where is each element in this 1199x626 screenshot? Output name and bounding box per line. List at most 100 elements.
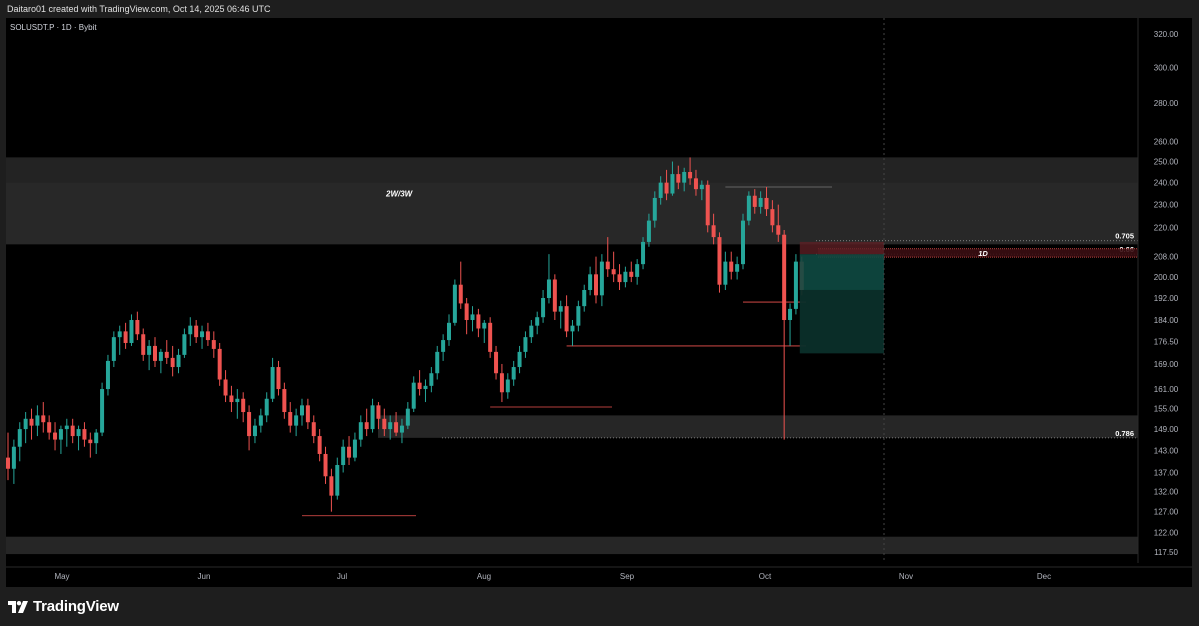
candle-body-128 xyxy=(758,197,763,207)
candle-body-125 xyxy=(741,220,745,265)
candle-body-15 xyxy=(94,432,99,444)
candle-body-7 xyxy=(47,422,52,433)
candle-body-130 xyxy=(770,209,775,226)
price-tick-label: 192.00 xyxy=(1154,294,1179,303)
candle-body-91 xyxy=(541,298,546,318)
candle-body-33 xyxy=(200,331,205,338)
candle-body-92 xyxy=(546,279,551,299)
candle-body-132 xyxy=(782,234,787,321)
candle-body-94 xyxy=(558,306,563,312)
price-tick-label: 137.00 xyxy=(1154,468,1179,477)
tradingview-logo[interactable]: TradingView xyxy=(8,598,119,615)
candle-body-95 xyxy=(564,306,569,332)
position-target-zone xyxy=(799,254,884,290)
zones-layer: 2W/3W xyxy=(6,157,1138,555)
candle-body-105 xyxy=(623,271,628,283)
candle-body-76 xyxy=(452,284,457,323)
candle-body-31 xyxy=(188,325,193,335)
price-tick-label: 149.00 xyxy=(1154,425,1179,434)
candle-body-42 xyxy=(252,425,257,437)
zone-2 xyxy=(6,536,1138,555)
candle-body-5 xyxy=(35,415,40,426)
candle-body-120 xyxy=(711,225,716,238)
candle-body-84 xyxy=(499,373,504,393)
candle-body-113 xyxy=(670,174,675,194)
time-tick-label-sep: Sep xyxy=(620,572,635,581)
candle-body-6 xyxy=(41,415,46,423)
price-tick-label: 280.00 xyxy=(1154,99,1179,108)
candle-body-87 xyxy=(517,351,522,368)
candle-body-34 xyxy=(205,331,210,341)
candle-body-85 xyxy=(505,379,510,393)
candle-body-22 xyxy=(135,320,140,335)
candle-body-121 xyxy=(717,237,722,285)
candle-body-97 xyxy=(576,306,581,326)
price-tick-label: 117.50 xyxy=(1154,548,1178,557)
candle-body-65 xyxy=(388,422,393,430)
time-tick-label-oct: Oct xyxy=(759,572,772,581)
candle-body-90 xyxy=(535,317,540,326)
time-tick-label-may: May xyxy=(54,572,69,581)
price-tick-label: 320.00 xyxy=(1154,30,1179,39)
candle-body-131 xyxy=(776,225,781,235)
candle-body-124 xyxy=(735,264,740,272)
candle-body-112 xyxy=(664,182,669,194)
candle-body-14 xyxy=(88,439,93,444)
candle-body-93 xyxy=(552,279,557,312)
candle-body-133 xyxy=(788,308,793,321)
candle-body-39 xyxy=(235,398,240,403)
zone-label: 2W/3W xyxy=(385,190,414,199)
candle-body-114 xyxy=(676,174,681,183)
price-tick-label: 143.00 xyxy=(1154,446,1179,455)
time-tick-label-aug: Aug xyxy=(477,572,491,581)
candle-body-75 xyxy=(447,322,451,341)
candle-body-24 xyxy=(147,345,152,355)
price-tick-label: 122.00 xyxy=(1154,528,1179,537)
candle-body-8 xyxy=(53,432,58,440)
price-tick-label: 230.00 xyxy=(1154,201,1179,210)
candle-body-10 xyxy=(64,425,69,430)
candle-body-99 xyxy=(588,274,593,290)
candle-body-58 xyxy=(347,446,352,458)
price-tick-label: 260.00 xyxy=(1154,137,1179,146)
candle-body-26 xyxy=(158,351,163,361)
candle-body-1 xyxy=(11,446,16,469)
candle-body-96 xyxy=(570,325,575,332)
candle-body-57 xyxy=(341,446,346,466)
candle-body-28 xyxy=(170,357,175,368)
position-stop-zone xyxy=(799,289,884,354)
candle-body-47 xyxy=(282,389,287,413)
candle-body-70 xyxy=(417,382,422,390)
candle-body-49 xyxy=(294,415,299,426)
price-tick-label: 300.00 xyxy=(1154,63,1179,72)
candle-body-59 xyxy=(352,439,357,458)
candle-body-17 xyxy=(105,360,110,390)
candle-body-55 xyxy=(329,476,334,496)
candle-body-54 xyxy=(323,453,328,477)
price-tick-label: 184.00 xyxy=(1154,316,1179,325)
candle-body-66 xyxy=(394,422,399,433)
time-tick-label-nov: Nov xyxy=(899,572,913,581)
band-1d xyxy=(818,248,1138,258)
candle-body-115 xyxy=(682,171,687,183)
long-position-layer[interactable] xyxy=(799,241,884,354)
price-tick-label: 220.00 xyxy=(1154,224,1179,233)
candle-body-73 xyxy=(435,351,440,374)
candle-body-72 xyxy=(429,373,434,386)
price-axis[interactable]: 320.00 300.00 280.00 260.00 250.00 240.00 230.… xyxy=(1154,30,1179,557)
candles-layer xyxy=(6,157,804,512)
candle-body-37 xyxy=(223,379,228,396)
tradingview-wordmark: TradingView xyxy=(33,598,119,615)
candle-body-19 xyxy=(117,331,122,338)
candle-body-45 xyxy=(270,367,275,399)
candle-body-71 xyxy=(423,385,428,390)
candle-body-109 xyxy=(646,220,651,242)
price-tick-label: 127.00 xyxy=(1154,508,1179,517)
candle-body-127 xyxy=(752,195,757,207)
price-tick-label: 176.50 xyxy=(1154,338,1179,347)
price-tick-label: 200.00 xyxy=(1154,273,1179,282)
time-axis[interactable]: May Jun Jul Aug Sep Oct Nov Dec xyxy=(54,572,1051,581)
candle-body-4 xyxy=(29,418,34,426)
